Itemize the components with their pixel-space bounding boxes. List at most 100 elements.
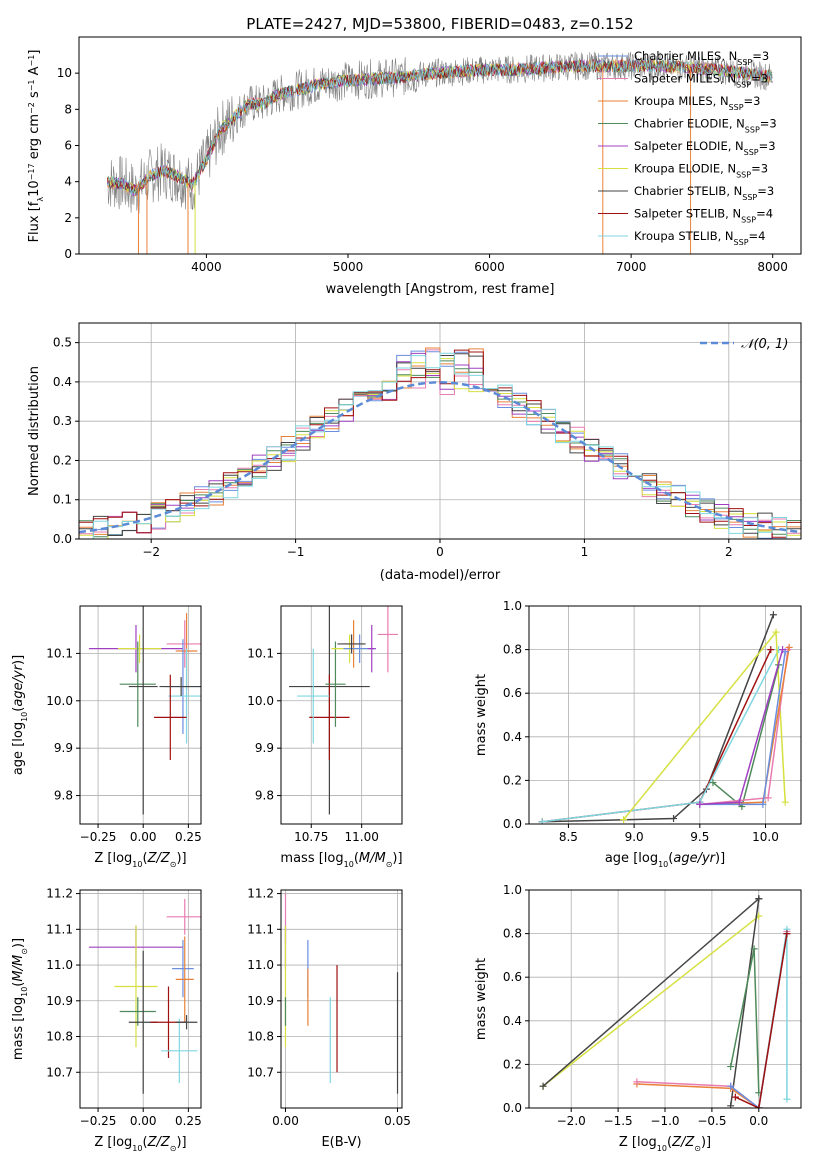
- plus-marker: [767, 646, 775, 654]
- spectrum-axes: 4000 5000 6000 7000 8000 0 2 4 6 8 10 wavelength [A…: [27, 50, 788, 297]
- legend-entry: Kroupa MILES, NSSP=3: [634, 94, 760, 112]
- plus-marker: [764, 794, 772, 802]
- weight_vs_age-axes: 8.5 9.0 9.5 10.0 0.0 0.2 0.4 0.6 0.8 1.0 age [log1…: [474, 599, 779, 869]
- tick-label-x: −2: [142, 545, 160, 559]
- tick-label-x: 0.00: [130, 830, 157, 844]
- weight_vs_Z-xlabel: Z [log10(Z/Z⊙)]: [619, 1135, 711, 1153]
- age_vs_Z-frame: [79, 605, 202, 825]
- plus-marker: [785, 643, 793, 651]
- plus-marker: [731, 1093, 739, 1101]
- age_vs_mass-frame: [280, 605, 403, 825]
- figure-title: PLATE=2427, MJD=53800, FIBERID=0483, z=0…: [246, 15, 633, 33]
- residuals-panel: −2 −1 0 1 2 0.0 0.1 0.2 0.3 0.4 0.5 (data-model)/er…: [27, 322, 802, 583]
- tick-label-x: −1.0: [650, 1114, 679, 1128]
- tick-label-y: 0.8: [503, 643, 522, 657]
- plus-marker: [727, 1063, 735, 1071]
- spectrum-xlabel: wavelength [Angstrom, rest frame]: [326, 282, 555, 297]
- tick-label-x: 8.5: [559, 830, 578, 844]
- tick-label-y: 9.9: [255, 741, 274, 755]
- tick-label-y: 4: [64, 175, 72, 189]
- tick-label-y: 10.7: [46, 1065, 73, 1079]
- legend-entry: Chabrier ELODIE, NSSP=3: [634, 117, 777, 135]
- tick-label-x: 0.25: [175, 830, 202, 844]
- legend-entry: Salpeter MILES, NSSP=3: [634, 72, 768, 90]
- weight_vs_age-grid: [529, 605, 801, 825]
- plus-marker: [633, 1078, 641, 1086]
- mass_vs_ebv-axes: 0.00 0.05 10.7 10.8 10.9 11.0 11.1 11.2 E(B-V): [247, 887, 411, 1150]
- legend-entry: Salpeter ELODIE, NSSP=3: [634, 139, 776, 157]
- plus-marker: [755, 895, 763, 903]
- spectrum-ylabel: Flux [fλ10−17 erg cm−2 s−1 A−1]: [27, 50, 45, 243]
- plus-marker: [769, 611, 777, 619]
- weight_vs_Z-axes: −2.0 −1.5 −1.0 −0.5 0.0 0.0 0.2 0.4 0.6 0.8 1.0 Z […: [474, 883, 768, 1153]
- weight-series-line: [734, 933, 788, 1108]
- tick-label-y: 0.5: [53, 336, 72, 350]
- weight-series-line: [542, 649, 780, 823]
- histogram-series: [79, 352, 801, 539]
- tick-label-x: 7000: [616, 260, 647, 274]
- age_vs_mass-xlabel: mass [log10(M/M⊙)]: [280, 851, 402, 869]
- plus-marker: [772, 628, 780, 636]
- weight_vs_age-panel: 8.5 9.0 9.5 10.0 0.0 0.2 0.4 0.6 0.8 1.0 age [log1…: [474, 599, 802, 869]
- mass_vs_ebv-frame: [280, 889, 403, 1109]
- plus-marker: [538, 818, 546, 824]
- weight_vs_age-xlabel: age [log10(age/yr)]: [605, 851, 725, 869]
- weight_vs_Z-ylabel: mass weight: [474, 958, 489, 1040]
- tick-label-y: 11.1: [247, 922, 274, 936]
- mass_vs_Z-data-layer: [89, 898, 201, 1094]
- tick-label-y: 9.8: [54, 789, 73, 803]
- tick-label-y: 0.4: [503, 1014, 522, 1028]
- model-spectrum-line: [107, 59, 773, 195]
- plus-marker: [783, 930, 791, 938]
- age_vs_mass-grid: [281, 606, 402, 824]
- tick-label-x: −1: [287, 545, 305, 559]
- mass_vs_Z-grid: [80, 890, 201, 1108]
- tick-label-y: 0.6: [503, 970, 522, 984]
- weight_vs_Z-panel: −2.0 −1.5 −1.0 −0.5 0.0 0.0 0.2 0.4 0.6 0.8 1.0 Z […: [474, 883, 802, 1153]
- tick-label-y: 11.0: [247, 958, 274, 972]
- tick-label-y: 11.1: [46, 922, 73, 936]
- age_vs_mass-panel: 10.75 11.00 9.8 9.9 10.0 10.1 mass [log10(M/M⊙…: [247, 605, 403, 869]
- tick-label-x: 10.75: [294, 830, 328, 844]
- plus-marker: [539, 1082, 547, 1090]
- tick-label-y: 0.2: [503, 773, 522, 787]
- plus-marker: [735, 798, 743, 806]
- plus-marker: [727, 1102, 735, 1108]
- residuals-legend: 𝒩(0, 1): [700, 337, 788, 352]
- tick-label-y: 0.0: [503, 817, 522, 831]
- tick-label-x: 2: [725, 545, 733, 559]
- weight_vs_age-data-layer: [538, 611, 793, 824]
- tick-label-y: 10.0: [247, 694, 274, 708]
- tick-label-y: 1.0: [503, 883, 522, 897]
- residuals-data-layer: [79, 347, 801, 539]
- tick-label-x: 5000: [333, 260, 364, 274]
- mass_vs_ebv-panel: 0.00 0.05 10.7 10.8 10.9 11.0 11.1 11.2 E(B-V): [247, 887, 411, 1150]
- mass_vs_Z-frame: [79, 889, 202, 1109]
- plus-marker: [755, 1104, 763, 1108]
- plus-marker: [727, 1082, 735, 1090]
- tick-label-x: 0.05: [384, 1114, 411, 1128]
- plus-marker: [759, 800, 767, 808]
- weight_vs_Z-data-layer: [539, 895, 791, 1108]
- age_vs_Z-ylabel: age [log10(age/yr)]: [11, 655, 29, 775]
- plus-marker: [696, 800, 704, 808]
- tick-label-y: 0.3: [53, 414, 72, 428]
- tick-label-y: 10.8: [46, 1030, 73, 1044]
- tick-label-y: 0.1: [53, 493, 72, 507]
- plus-marker: [670, 815, 678, 823]
- tick-label-x: 8000: [757, 260, 788, 274]
- tick-label-x: 0.0: [749, 1114, 768, 1128]
- tick-label-x: 11.00: [344, 830, 378, 844]
- tick-label-y: 10: [57, 66, 72, 80]
- tick-label-x: 9.0: [625, 830, 644, 844]
- age_vs_Z-axes: −0.25 0.00 0.25 9.8 9.9 10.0 10.1 Z [log10(Z/Z⊙…: [11, 646, 202, 868]
- tick-label-y: 10.8: [247, 1030, 274, 1044]
- legend-entry: Chabrier MILES, NSSP=3: [634, 49, 769, 67]
- tick-label-y: 11.2: [46, 887, 73, 901]
- tick-label-y: 2: [64, 211, 72, 225]
- age_vs_mass-axes: 10.75 11.00 9.8 9.9 10.0 10.1 mass [log10(M/M⊙…: [247, 646, 402, 868]
- tick-label-y: 0.2: [53, 453, 72, 467]
- tick-label-y: 0.8: [503, 927, 522, 941]
- normal-legend-label: 𝒩(0, 1): [741, 337, 788, 352]
